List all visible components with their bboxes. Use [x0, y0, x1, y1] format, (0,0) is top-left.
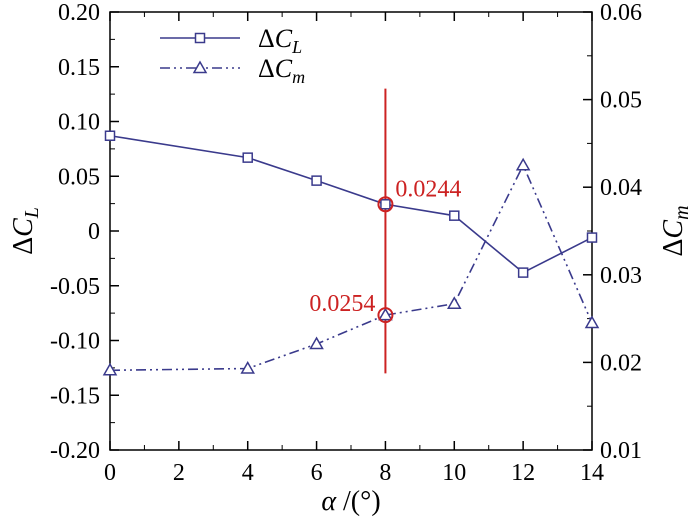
- data-point-CL: [586, 232, 598, 243]
- axis-labels: α /(°) ΔCL ΔCm: [8, 205, 693, 517]
- legend-label: ΔCL: [258, 24, 302, 57]
- y-tick-label: -0.05: [50, 274, 100, 300]
- annotation-label: 0.0244: [395, 176, 461, 202]
- annotation-circle: [377, 307, 394, 324]
- y-tick-label: 0.15: [58, 55, 100, 81]
- data-point-CL: [311, 175, 322, 186]
- legend-label: ΔCm: [258, 54, 305, 87]
- x-tick-label: 6: [311, 460, 323, 486]
- data-point-Cm: [584, 315, 600, 329]
- x-tick-label: 4: [242, 460, 254, 486]
- data-point-CL: [380, 199, 391, 210]
- y2-tick-label: 0.01: [600, 438, 642, 464]
- y-axis-title: ΔCL: [8, 207, 43, 255]
- y-tick-label: -0.10: [50, 329, 100, 355]
- annotation-label: 0.0254: [309, 291, 375, 317]
- data-point-CL: [104, 130, 116, 141]
- x-axis-title: α /(°): [321, 486, 380, 517]
- data-point-Cm: [240, 361, 256, 374]
- data-point-CL: [242, 152, 253, 163]
- axes: 0 2 4 6 8 10 12 14 -0.20 -0.15 -0.10 -0.05 0 0.05 0.10…: [50, 0, 642, 486]
- series-layer: [102, 88, 600, 376]
- data-point-Cm: [515, 157, 531, 171]
- y-tick-label: 0.20: [58, 0, 100, 26]
- data-point-Cm: [102, 362, 118, 376]
- plot-frame: [109, 11, 593, 451]
- y2-tick-label: 0.06: [600, 0, 642, 26]
- annotation-circle: [377, 196, 394, 213]
- x-tick-label: 0: [104, 460, 116, 486]
- y-tick-label: -0.20: [50, 438, 100, 464]
- y-tick-label: -0.15: [50, 383, 100, 409]
- series-line-CL: [109, 134, 593, 274]
- x-tick-label: 14: [580, 460, 604, 486]
- y2-tick-label: 0.02: [600, 350, 642, 376]
- data-point-Cm: [309, 336, 324, 350]
- y2-axis-title: ΔCm: [658, 205, 693, 256]
- y-tick-label: 0: [88, 219, 100, 245]
- data-point-Cm: [378, 307, 393, 321]
- data-point-Cm: [446, 296, 462, 309]
- y2-tick-label: 0.04: [600, 175, 642, 201]
- x-tick-label: 2: [173, 460, 185, 486]
- y-tick-label: 0.10: [58, 110, 100, 136]
- legend-marker: [194, 32, 206, 44]
- x-tick-label: 8: [379, 460, 391, 486]
- x-tick-label: 12: [511, 460, 535, 486]
- x-tick-label: 10: [442, 460, 466, 486]
- annotation-layer: 0.0244 0.0254: [309, 176, 461, 324]
- y-tick-label: 0.05: [58, 164, 100, 190]
- data-point-CL: [517, 267, 529, 278]
- y2-tick-label: 0.05: [600, 88, 642, 114]
- y2-tick-label: 0.03: [600, 263, 642, 289]
- data-point-CL: [449, 210, 460, 221]
- legend-marker: [192, 60, 208, 74]
